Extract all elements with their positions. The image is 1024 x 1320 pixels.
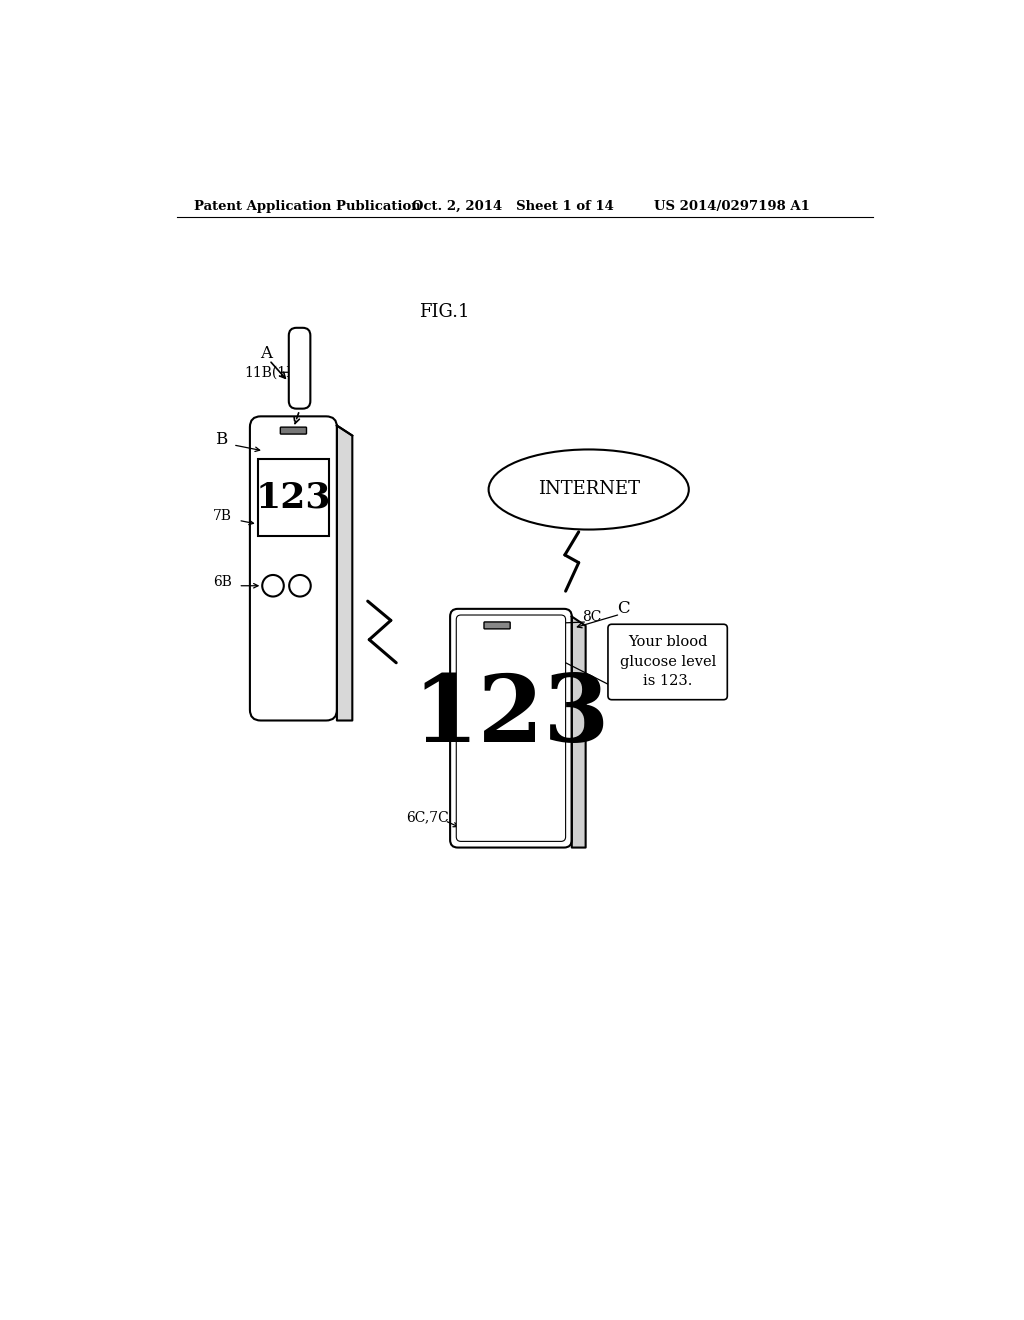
Text: A: A [260, 345, 272, 362]
FancyBboxPatch shape [451, 609, 571, 847]
Text: 123: 123 [256, 480, 331, 515]
Text: US 2014/0297198 A1: US 2014/0297198 A1 [654, 199, 810, 213]
Text: Patent Application Publication: Patent Application Publication [194, 199, 421, 213]
Polygon shape [571, 616, 586, 847]
Text: INTERNET: INTERNET [538, 480, 640, 499]
FancyBboxPatch shape [281, 428, 306, 434]
Text: 6B: 6B [213, 576, 231, 589]
Text: 123: 123 [413, 672, 609, 762]
FancyBboxPatch shape [484, 622, 510, 628]
Text: Oct. 2, 2014   Sheet 1 of 14: Oct. 2, 2014 Sheet 1 of 14 [412, 199, 613, 213]
Text: 7B: 7B [213, 510, 232, 524]
Text: FIG.1: FIG.1 [419, 304, 470, 321]
Polygon shape [337, 425, 352, 721]
FancyBboxPatch shape [250, 416, 337, 721]
Text: 6C,7C: 6C,7C [407, 810, 449, 825]
Text: Your blood
glucose level
is 123.: Your blood glucose level is 123. [620, 635, 716, 689]
FancyBboxPatch shape [608, 624, 727, 700]
Ellipse shape [488, 449, 689, 529]
Text: B: B [215, 430, 227, 447]
FancyBboxPatch shape [289, 327, 310, 409]
FancyBboxPatch shape [258, 459, 330, 536]
FancyBboxPatch shape [457, 615, 565, 841]
Text: C: C [617, 601, 630, 618]
Text: 8C: 8C [582, 610, 601, 624]
Text: 11B(1B): 11B(1B) [245, 366, 302, 379]
